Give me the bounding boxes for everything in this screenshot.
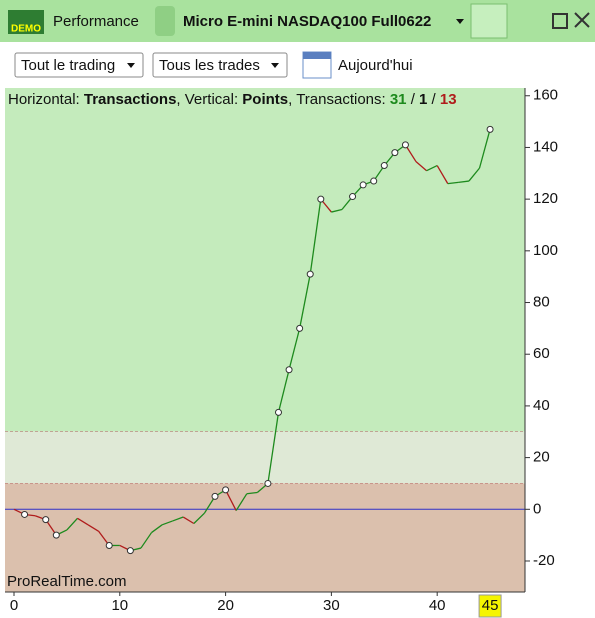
line-segment: [447, 181, 459, 185]
line-segment: [309, 199, 322, 275]
axis-bg: [525, 88, 595, 618]
point: [285, 366, 293, 374]
filter-button[interactable]: [14, 52, 144, 78]
chart-info: Horizontal: Transactions, Vertical: Poin…: [8, 91, 457, 108]
line-segment: [299, 273, 311, 329]
y-tick-label: 20: [533, 449, 550, 466]
axis-bg: [0, 592, 525, 618]
line-segment: [225, 489, 237, 511]
line-segment: [77, 517, 89, 526]
point: [21, 510, 29, 518]
point: [264, 479, 272, 487]
tab-label[interactable]: Performance: [53, 13, 139, 30]
point: [42, 516, 50, 524]
line-segment: [66, 517, 78, 531]
point: [486, 125, 494, 133]
point: [274, 408, 282, 416]
line-segment: [331, 208, 343, 213]
info-text: /: [407, 91, 420, 108]
point: [359, 181, 367, 189]
line-segment: [267, 412, 280, 484]
line-segment: [288, 328, 301, 370]
y-tick-label: 100: [533, 242, 558, 259]
point: [380, 162, 388, 170]
point: [401, 141, 409, 149]
info-text: , Transactions:: [288, 91, 390, 108]
line-segment: [415, 161, 428, 172]
line-segment: [172, 516, 184, 522]
line-segment: [468, 167, 481, 182]
x-tick-label: 0: [10, 597, 18, 614]
calendar-top: [303, 52, 331, 59]
close[interactable]: [574, 12, 590, 28]
losses: 13: [440, 91, 457, 108]
point: [296, 324, 304, 332]
filter-label: Tout le trading: [21, 57, 115, 74]
watermark: ProRealTime.com: [7, 573, 126, 590]
line-segment: [277, 369, 290, 413]
badge: DEMO: [11, 24, 41, 35]
link-icon[interactable]: [155, 6, 175, 36]
point: [52, 531, 60, 539]
current-label: 45: [482, 597, 499, 614]
dropdown-arrow: [456, 19, 464, 24]
info-text: , Vertical:: [176, 91, 242, 108]
point: [306, 270, 314, 278]
tools-button[interactable]: [470, 3, 508, 39]
maximize[interactable]: [552, 13, 568, 29]
zone: [5, 431, 525, 484]
y-tick-label: 0: [533, 500, 541, 517]
line-segment: [87, 524, 99, 532]
info-value: Transactions: [84, 91, 177, 108]
zone: [5, 88, 525, 432]
x-tick-label: 20: [217, 597, 234, 614]
point: [105, 541, 113, 549]
filter-button[interactable]: [152, 52, 288, 78]
point: [126, 547, 134, 555]
info-text: /: [427, 91, 440, 108]
line-segment: [182, 516, 195, 525]
y-tick-label: 80: [533, 293, 550, 310]
point: [391, 149, 399, 157]
date-label[interactable]: Aujourd'hui: [338, 57, 413, 74]
point: [317, 195, 325, 203]
zone: [5, 483, 525, 592]
point: [349, 193, 357, 201]
filter-label: Tous les trades: [159, 57, 260, 74]
line-segment: [436, 165, 449, 184]
line-segment: [426, 164, 438, 172]
wins: 31: [390, 91, 407, 108]
point: [370, 177, 378, 185]
line-segment: [246, 491, 258, 495]
x-tick-label: 40: [429, 597, 446, 614]
line-segment: [235, 493, 248, 511]
dropdown-arrow: [127, 63, 135, 68]
x-tick-label: 10: [111, 597, 128, 614]
dropdown-arrow: [271, 63, 279, 68]
y-tick-label: 140: [533, 138, 558, 155]
info-value: Points: [242, 91, 288, 108]
point: [211, 492, 219, 500]
info-text: Horizontal:: [8, 91, 84, 108]
y-tick-label: 120: [533, 190, 558, 207]
instrument[interactable]: Micro E-mini NASDAQ100 Full0622: [183, 13, 431, 30]
line-segment: [193, 512, 205, 524]
line-segment: [151, 524, 163, 534]
current-marker: [478, 594, 502, 618]
demo-icon: [8, 10, 44, 34]
line-segment: [140, 532, 153, 549]
y-tick-label: 40: [533, 397, 550, 414]
y-tick-label: 160: [533, 87, 558, 104]
y-tick-label: 60: [533, 345, 550, 362]
point: [222, 486, 230, 494]
line-segment: [478, 129, 491, 169]
line-segment: [458, 180, 470, 183]
plot: -20 0 20 40 60 80 100 120 140 160 0 10 20 30 40 45: [0, 87, 595, 618]
y-tick-label: -20: [533, 552, 555, 569]
x-tick-label: 30: [323, 597, 340, 614]
even: 1: [419, 91, 427, 108]
line-segment: [161, 520, 173, 526]
